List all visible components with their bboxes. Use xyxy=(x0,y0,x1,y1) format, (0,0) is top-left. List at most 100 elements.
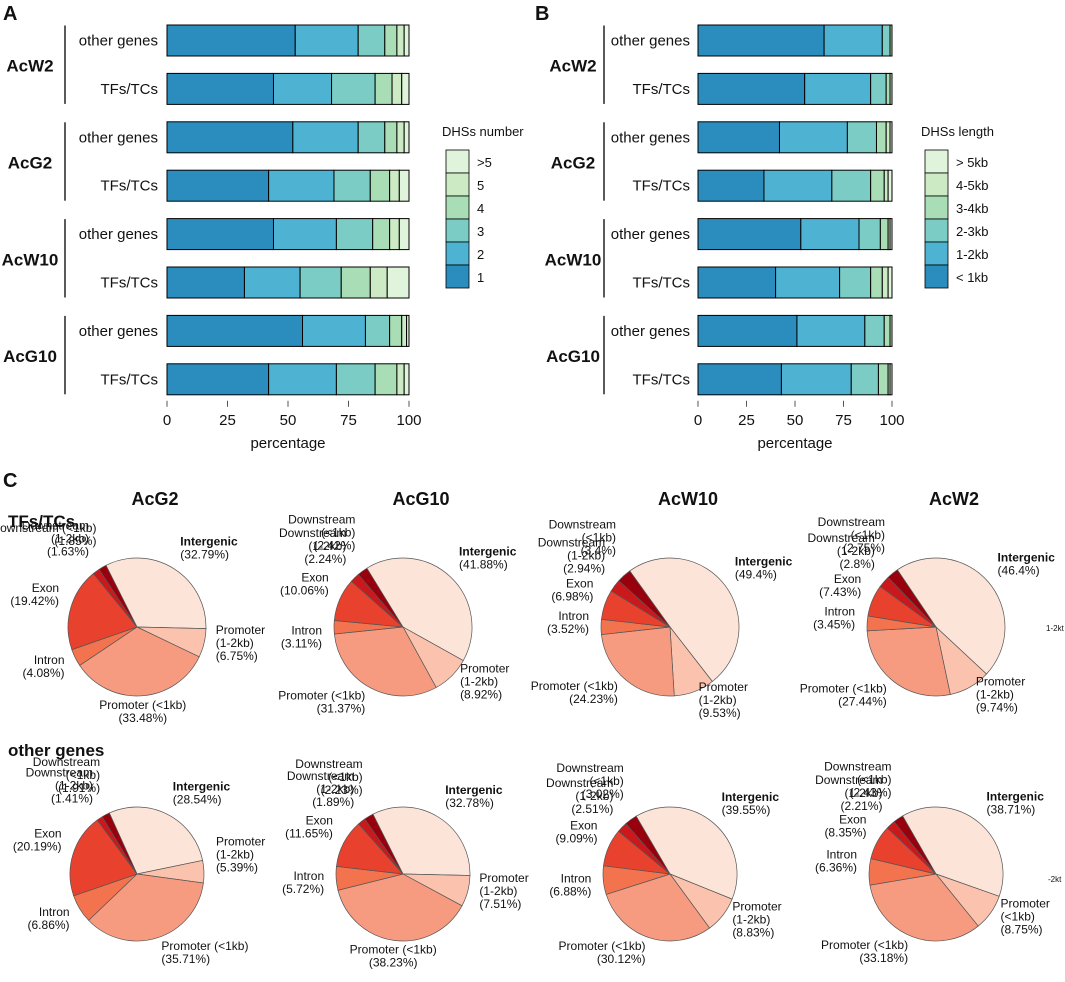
pie-slice xyxy=(866,626,951,697)
pie-acg10-other: Intergenic(32.78%)Promoter(1-2kb)(7.51%)… xyxy=(282,757,529,969)
bar-segment xyxy=(403,24,410,57)
pie-slice-percent: (33.18%) xyxy=(859,951,908,965)
pie-slice-percent: (27.44%) xyxy=(838,694,887,708)
bar-segment xyxy=(374,363,398,396)
pie-slice-percent: (11.65%) xyxy=(285,827,333,841)
bar-segment xyxy=(389,218,400,251)
bar-group-label: AcW2 xyxy=(6,57,53,76)
bar-segment xyxy=(879,218,889,251)
bar-segment xyxy=(166,24,296,57)
pie-slice-percent: (1.85%) xyxy=(54,534,96,548)
pie-slice-label: Downstream xyxy=(818,515,885,529)
pie-slice xyxy=(869,873,979,942)
pie-slice-percent: (1.63%) xyxy=(47,545,89,559)
pie-slice-percent: (7.43%) xyxy=(819,585,861,599)
bar-segment xyxy=(800,218,860,251)
bar-segment xyxy=(804,72,872,105)
pie-slice-label: (1-2kb) xyxy=(55,778,93,792)
pie-slice-percent: (3.11%) xyxy=(281,636,322,650)
pie-slice xyxy=(625,815,671,875)
pie-slice-label: Downstream xyxy=(815,773,882,787)
bar-group-label: AcW10 xyxy=(2,250,59,269)
pie-slice-label: Exon xyxy=(566,577,593,591)
pie-slice-label: Intron xyxy=(291,623,322,637)
legend-swatch xyxy=(445,264,470,289)
pie-slice-label: Intron xyxy=(824,605,855,619)
bar-segment xyxy=(401,314,408,347)
bar-group-label: AcG2 xyxy=(8,154,52,173)
pie-slice-percent: (5.39%) xyxy=(216,860,258,874)
bar-segment xyxy=(364,314,391,347)
bar-segment xyxy=(166,72,274,105)
bar-row-label: other genes xyxy=(79,129,158,146)
pie-slice xyxy=(893,815,937,875)
pie-slice-percent: (39.55%) xyxy=(722,803,771,817)
panel-label-b: B xyxy=(535,3,549,25)
pie-slice-percent: (4.08%) xyxy=(22,666,64,680)
bar-segment xyxy=(386,266,410,299)
pie-slice-percent: (6.36%) xyxy=(815,860,857,874)
pie-slice-percent: (3.45%) xyxy=(813,618,855,632)
pie-slice-label: (<1kb) xyxy=(851,528,885,542)
pie-slice-label: (<1kb) xyxy=(328,770,362,784)
pie-slice-label: Downstream xyxy=(549,518,616,532)
bar-segment xyxy=(775,266,841,299)
pie-slice-label: (1-2kb) xyxy=(460,674,498,688)
bar-segment xyxy=(763,169,833,202)
pie-slice-label: (1-2kb) xyxy=(216,636,254,650)
bar-segment xyxy=(870,169,885,202)
bar-segment xyxy=(302,314,366,347)
pie-slice-percent: (3.4%) xyxy=(581,544,616,558)
pie-slice-label: Intergenic xyxy=(180,535,238,549)
pie-slice-percent: (38.71%) xyxy=(987,802,1036,816)
pie-slice-percent: (19.42%) xyxy=(10,594,59,608)
bar-segment xyxy=(372,218,391,251)
bar-segment xyxy=(846,121,877,154)
bar-segment xyxy=(875,121,887,154)
bar-segment xyxy=(697,24,825,57)
bar-row-label: other genes xyxy=(611,323,690,340)
bar-segment xyxy=(877,363,889,396)
pie-slice-percent: (2.75%) xyxy=(843,541,885,555)
pie-slice-label: Promoter xyxy=(732,900,781,914)
pie-slice-percent: (31.37%) xyxy=(317,702,366,716)
pie-slice-percent: (9.53%) xyxy=(699,706,741,720)
pie-slice xyxy=(618,570,671,628)
legend-swatch xyxy=(445,172,470,197)
bar-segment xyxy=(389,314,403,347)
pie-slice-label: Promoter xyxy=(699,680,748,694)
legend-swatch xyxy=(924,264,949,289)
bar-segment xyxy=(883,169,889,202)
legend-swatch xyxy=(445,149,470,174)
pie-slice xyxy=(635,806,738,900)
bar-segment xyxy=(292,121,359,154)
pie-slice-percent: (8.92%) xyxy=(460,687,502,701)
pie-slice-label: Intergenic xyxy=(459,545,517,559)
pie-slice-label: (1-2kb) xyxy=(479,884,517,898)
legend-swatch xyxy=(924,218,949,243)
pie-slice-label: (<1kb) xyxy=(582,531,616,545)
pie-slice-percent: (8.83%) xyxy=(732,926,774,940)
legend-swatch xyxy=(924,149,949,174)
bar-segment xyxy=(166,363,270,396)
pie-slice xyxy=(101,812,138,875)
pie-slice-label: Downstream xyxy=(288,512,355,526)
pie-slice-label: (<1kb) xyxy=(589,774,623,788)
pie-slice-percent: (6.86%) xyxy=(28,918,70,932)
pie-slice-percent: (6.88%) xyxy=(549,884,591,898)
pie-slice-label: Downstream xyxy=(26,765,93,779)
bar-segment xyxy=(697,72,806,105)
pie-slice-percent: (2.24%) xyxy=(304,552,346,566)
pie-slice-label: (1-2kb) xyxy=(976,687,1014,701)
pie-slice-label: (<1kb) xyxy=(1001,910,1035,924)
pie-slice-percent: (49.4%) xyxy=(735,568,777,582)
pie-slice-label: Intergenic xyxy=(445,783,503,797)
pie-slice-percent: (2.94%) xyxy=(563,561,605,575)
pie-slice-label: Downstream xyxy=(538,535,605,549)
pie-slice-percent: (1.91%) xyxy=(58,781,100,795)
bar-segment xyxy=(889,121,893,154)
bar-segment xyxy=(340,266,371,299)
bar-segment xyxy=(864,314,885,347)
pie-slice-label: Downstream xyxy=(295,757,362,771)
